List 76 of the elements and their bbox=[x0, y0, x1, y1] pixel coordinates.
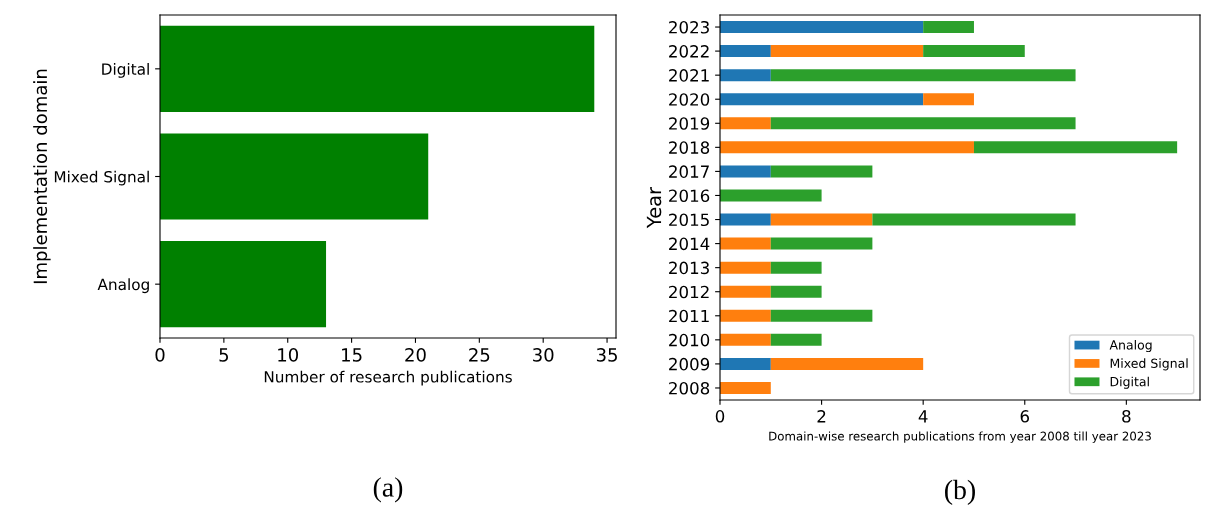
y-tick-label: 2009 bbox=[669, 357, 710, 371]
y-axis-title: Implementation domain bbox=[33, 69, 51, 284]
bar bbox=[720, 69, 771, 82]
bar bbox=[770, 165, 873, 178]
bar bbox=[973, 141, 1178, 154]
bar bbox=[770, 117, 1076, 130]
bar bbox=[160, 241, 327, 328]
x-tick-label: 35 bbox=[596, 348, 617, 362]
y-tick-label: 2022 bbox=[669, 45, 709, 58]
y-tick-label: 2019 bbox=[669, 117, 710, 130]
bar bbox=[160, 25, 595, 112]
x-tick-label: 15 bbox=[342, 348, 362, 362]
bar bbox=[720, 261, 771, 274]
bar bbox=[770, 333, 822, 346]
x-tick-label: 6 bbox=[1020, 410, 1030, 423]
x-tick-label: 0 bbox=[715, 410, 725, 423]
x-tick-label: 30 bbox=[533, 348, 554, 362]
x-tick-label: 20 bbox=[405, 348, 426, 362]
x-tick-label: 5 bbox=[219, 348, 229, 362]
x-axis-title: Number of research publications bbox=[264, 370, 512, 386]
bar bbox=[923, 21, 974, 34]
bar bbox=[720, 189, 822, 202]
bar bbox=[720, 141, 974, 154]
legend-label: Mixed Signal bbox=[1110, 358, 1188, 371]
bar bbox=[720, 93, 924, 106]
bar bbox=[160, 133, 429, 220]
text: (a) bbox=[373, 477, 403, 503]
bar bbox=[872, 213, 1076, 226]
y-tick-label: 2023 bbox=[669, 20, 709, 34]
y-tick-label: 2018 bbox=[669, 141, 710, 154]
bar bbox=[770, 285, 822, 298]
y-tick-label: Digital bbox=[102, 63, 149, 78]
y-tick-label: 2015 bbox=[669, 213, 709, 227]
y-tick-label: 2012 bbox=[669, 285, 709, 299]
x-tick-label: 8 bbox=[1122, 410, 1131, 423]
y-tick-label: 2010 bbox=[669, 333, 710, 347]
y-tick-label: 2021 bbox=[669, 69, 709, 82]
y-axis-title: Year bbox=[646, 186, 662, 229]
bar bbox=[770, 213, 873, 226]
bar bbox=[770, 261, 822, 274]
x-tick-label: 2 bbox=[817, 410, 826, 423]
x-tick-label: 10 bbox=[278, 348, 299, 362]
bar bbox=[770, 45, 924, 58]
y-tick-label: 2013 bbox=[669, 261, 709, 275]
y-tick-label: Analog bbox=[97, 278, 149, 294]
y-tick-label: 2014 bbox=[669, 237, 710, 251]
bar bbox=[923, 45, 1025, 58]
bar bbox=[720, 21, 924, 34]
bar bbox=[923, 93, 974, 106]
y-tick-label: 2016 bbox=[669, 189, 710, 203]
y-tick-label: 2020 bbox=[669, 93, 710, 106]
x-tick-label: 4 bbox=[918, 410, 928, 423]
x-axis-title: Domain-wise research publications from year 2008 till year 2023 bbox=[769, 431, 1151, 443]
y-tick-label: 2017 bbox=[669, 165, 709, 178]
bar bbox=[770, 237, 873, 250]
x-tick-label: 0 bbox=[155, 348, 165, 362]
bar bbox=[720, 165, 771, 178]
bar bbox=[720, 333, 771, 346]
bar bbox=[720, 213, 771, 226]
bar bbox=[770, 69, 1076, 82]
bar bbox=[720, 285, 771, 298]
y-tick-label: 2008 bbox=[669, 381, 710, 395]
bar bbox=[770, 357, 924, 370]
bar bbox=[720, 357, 771, 370]
bar bbox=[720, 309, 771, 322]
bar bbox=[720, 45, 771, 58]
legend-label: Digital bbox=[1110, 376, 1149, 389]
bar bbox=[720, 117, 771, 130]
text: (b) bbox=[945, 479, 975, 505]
x-tick-label: 25 bbox=[469, 348, 490, 362]
bar bbox=[770, 309, 873, 322]
y-tick-label: 2011 bbox=[669, 309, 709, 323]
bar bbox=[720, 381, 771, 394]
bar bbox=[720, 237, 771, 250]
y-tick-label: Mixed Signal bbox=[54, 170, 149, 186]
legend-label: Analog bbox=[1109, 339, 1152, 353]
